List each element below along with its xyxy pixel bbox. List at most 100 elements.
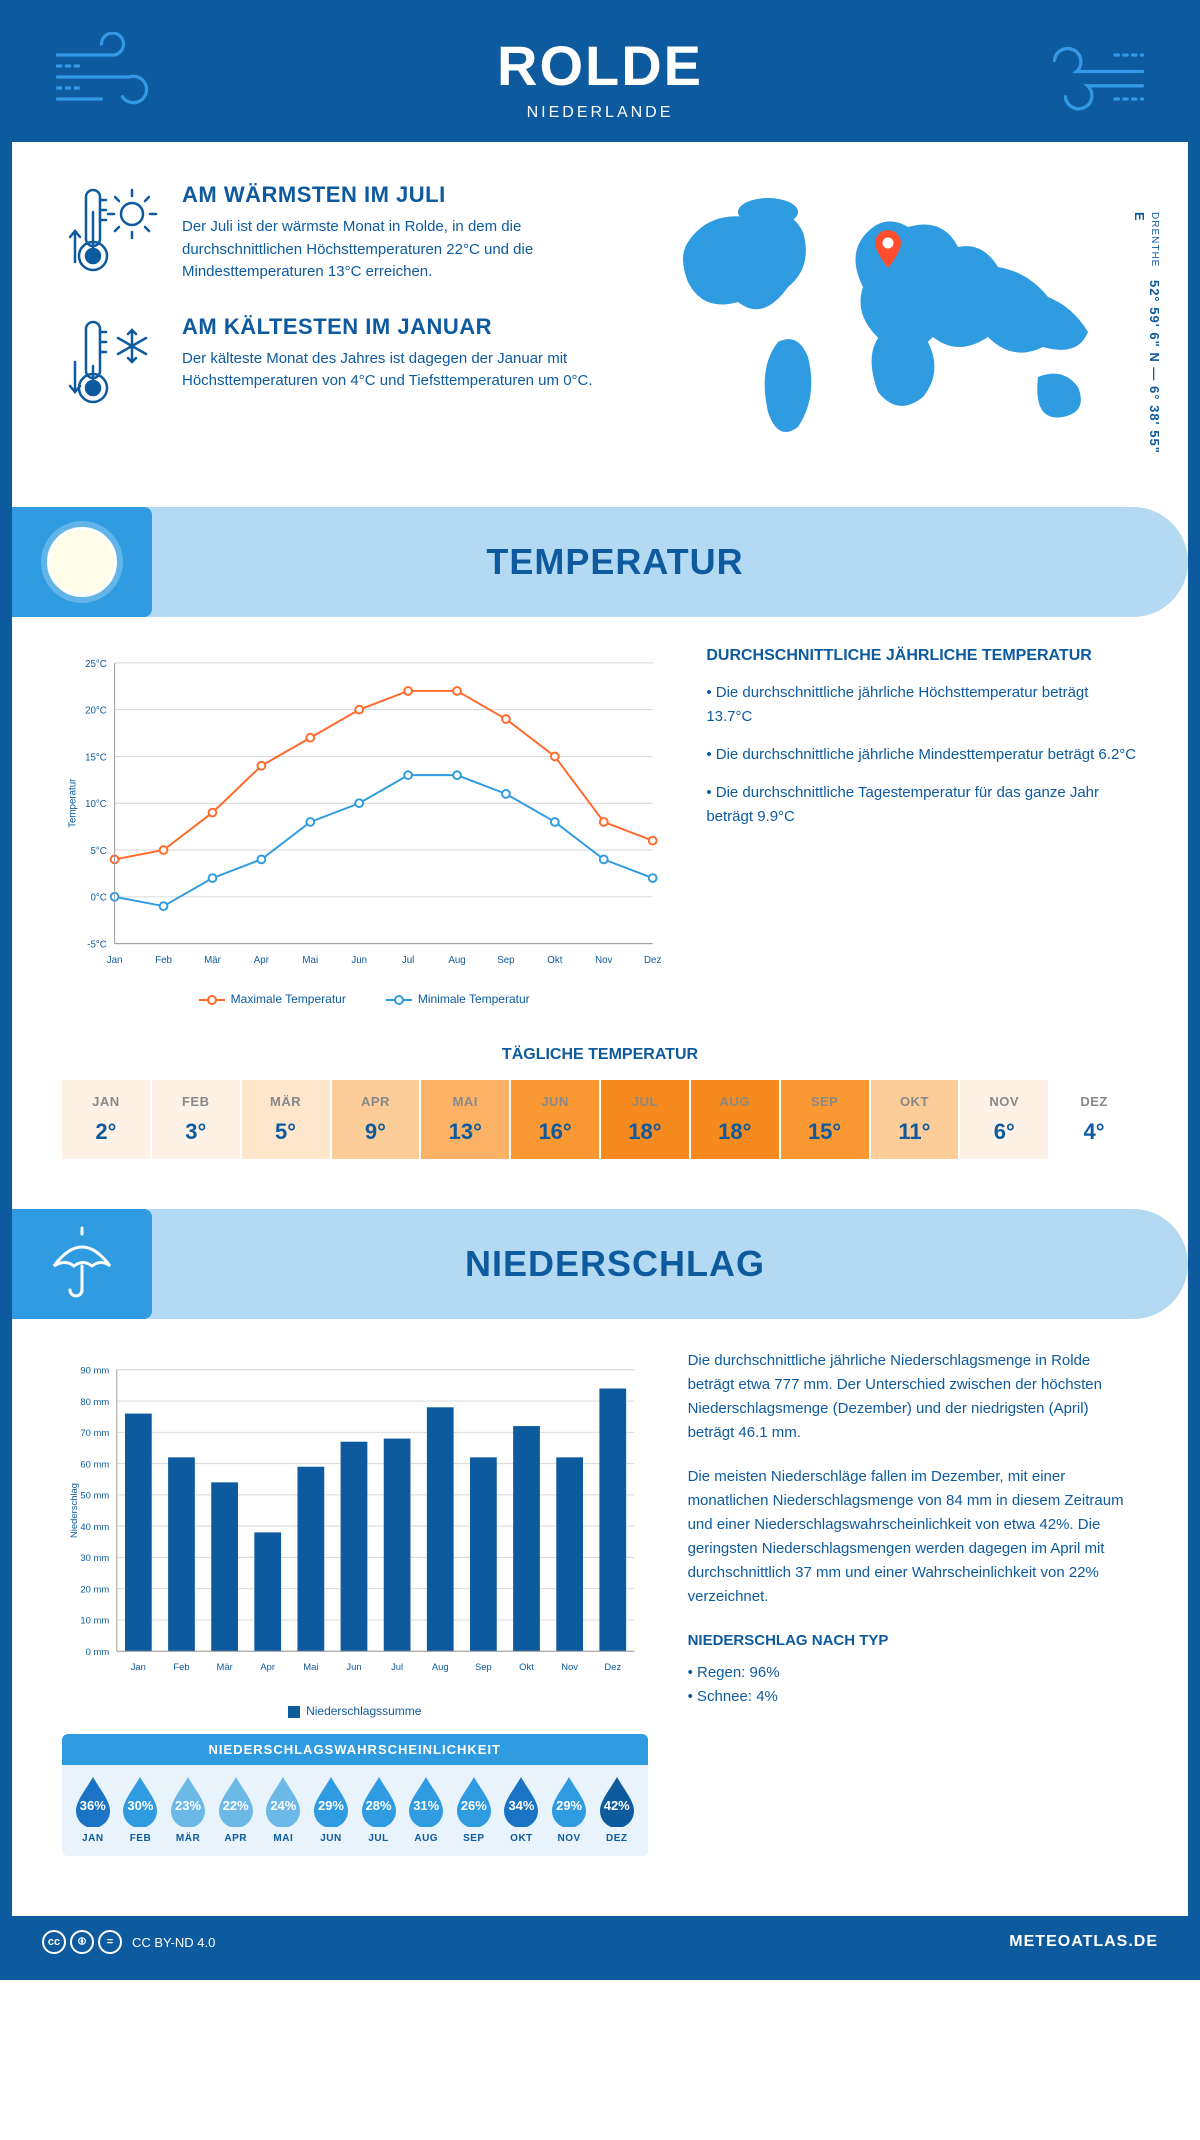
svg-text:Aug: Aug xyxy=(432,1662,449,1673)
svg-text:50 mm: 50 mm xyxy=(80,1491,109,1502)
section-title-precipitation: NIEDERSCHLAG xyxy=(42,1243,1188,1285)
fact-warm-title: AM WÄRMSTEN IM JULI xyxy=(182,182,618,208)
svg-text:Jun: Jun xyxy=(346,1662,361,1673)
daily-temp-cell: JUN 16° xyxy=(511,1080,599,1159)
svg-text:Mai: Mai xyxy=(302,955,318,966)
daily-month-label: JUN xyxy=(511,1094,599,1109)
probability-cell: 24% MAI xyxy=(261,1775,307,1844)
precip-chart-legend: Niederschlagssumme xyxy=(62,1704,648,1718)
site-credit: METEOATLAS.DE xyxy=(1009,1933,1158,1951)
precip-type-heading: NIEDERSCHLAG NACH TYP xyxy=(688,1629,1138,1653)
temperature-summary: DURCHSCHNITTLICHE JÄHRLICHE TEMPERATUR •… xyxy=(706,647,1138,1006)
daily-month-label: SEP xyxy=(781,1094,869,1109)
raindrop-icon: 29% xyxy=(548,1775,590,1827)
region-label: DRENTHE xyxy=(1149,212,1160,267)
temperature-line-chart: -5°C0°C5°C10°C15°C20°C25°CJanFebMärAprMa… xyxy=(62,647,666,1006)
fact-cold-text: Der kälteste Monat des Jahres ist dagege… xyxy=(182,348,618,393)
probability-month: MÄR xyxy=(165,1833,211,1844)
probability-value: 31% xyxy=(405,1783,447,1827)
daily-month-label: OKT xyxy=(871,1094,959,1109)
temp-bullet: • Die durchschnittliche jährliche Mindes… xyxy=(706,743,1138,767)
svg-text:80 mm: 80 mm xyxy=(80,1397,109,1408)
svg-text:Sep: Sep xyxy=(475,1662,492,1673)
probability-value: 22% xyxy=(215,1783,257,1827)
wind-icon-right xyxy=(1038,32,1148,122)
svg-text:Mai: Mai xyxy=(303,1662,318,1673)
daily-temp-value: 11° xyxy=(871,1119,959,1145)
temp-chart-legend: Maximale Temperatur Minimale Temperatur xyxy=(62,992,666,1006)
page-subtitle: NIEDERLANDE xyxy=(162,104,1038,122)
svg-text:Sep: Sep xyxy=(497,955,514,966)
probability-title: NIEDERSCHLAGSWAHRSCHEINLICHKEIT xyxy=(62,1734,648,1765)
svg-text:60 mm: 60 mm xyxy=(80,1459,109,1470)
precip-type-item: • Schnee: 4% xyxy=(688,1685,1138,1709)
page-title: ROLDE xyxy=(162,33,1038,98)
svg-text:Mär: Mär xyxy=(216,1662,232,1673)
probability-month: APR xyxy=(213,1833,259,1844)
legend-max: Maximale Temperatur xyxy=(231,992,346,1006)
svg-text:Feb: Feb xyxy=(155,955,172,966)
probability-value: 24% xyxy=(262,1783,304,1827)
raindrop-icon: 29% xyxy=(310,1775,352,1827)
svg-text:Apr: Apr xyxy=(254,955,270,966)
svg-text:Mär: Mär xyxy=(204,955,222,966)
raindrop-icon: 42% xyxy=(596,1775,638,1827)
daily-temp-cell: OKT 11° xyxy=(871,1080,959,1159)
world-map xyxy=(658,182,1138,462)
daily-temp-value: 9° xyxy=(332,1119,420,1145)
svg-text:Nov: Nov xyxy=(595,955,612,966)
header: ROLDE NIEDERLANDE xyxy=(12,12,1188,142)
daily-temp-cell: JAN2° xyxy=(62,1080,150,1159)
svg-text:Jan: Jan xyxy=(107,955,123,966)
infographic-frame: ROLDE NIEDERLANDE xyxy=(0,0,1200,1980)
sun-icon xyxy=(12,507,152,617)
coordinates: DRENTHE 52° 59' 6" N — 6° 38' 55" E xyxy=(1132,212,1162,467)
raindrop-icon: 28% xyxy=(358,1775,400,1827)
svg-text:15°C: 15°C xyxy=(85,752,107,763)
svg-text:20 mm: 20 mm xyxy=(80,1584,109,1595)
probability-month: MAI xyxy=(261,1833,307,1844)
by-icon: 🅯 xyxy=(70,1930,94,1954)
daily-month-label: MAI xyxy=(421,1094,509,1109)
probability-value: 36% xyxy=(72,1783,114,1827)
probability-cell: 31%AUG xyxy=(403,1775,449,1844)
coord-lat: 52° 59' 6" N xyxy=(1147,280,1162,363)
raindrop-icon: 36% xyxy=(72,1775,114,1827)
probability-cell: 42%DEZ xyxy=(594,1775,640,1844)
daily-temp-value: 3° xyxy=(152,1119,240,1145)
daily-month-label: FEB xyxy=(152,1094,240,1109)
daily-temp-cell: APR9° xyxy=(332,1080,420,1159)
daily-temp-cell: DEZ4° xyxy=(1050,1080,1138,1159)
daily-temp-grid: JAN2°FEB3°MÄR5°APR9°MAI13°JUN16°JUL18°AU… xyxy=(62,1080,1138,1159)
probability-month: JUN xyxy=(308,1833,354,1844)
probability-cell: 29% JUN xyxy=(308,1775,354,1844)
legend-precip: Niederschlagssumme xyxy=(306,1704,421,1718)
daily-temp-value: 18° xyxy=(691,1119,779,1145)
thermometer-snow-icon xyxy=(62,314,162,414)
precipitation-bar-chart: 0 mm10 mm20 mm30 mm40 mm50 mm60 mm70 mm8… xyxy=(62,1349,648,1689)
svg-text:Jul: Jul xyxy=(391,1662,403,1673)
daily-temp-value: 5° xyxy=(242,1119,330,1145)
svg-text:Aug: Aug xyxy=(448,955,465,966)
daily-temp-cell: JUL18° xyxy=(601,1080,689,1159)
daily-temp-value: 16° xyxy=(511,1119,599,1145)
daily-temp-cell: MAI13° xyxy=(421,1080,509,1159)
fact-cold-title: AM KÄLTESTEN IM JANUAR xyxy=(182,314,618,340)
svg-text:Jan: Jan xyxy=(131,1662,146,1673)
svg-text:Dez: Dez xyxy=(644,955,661,966)
world-map-block: DRENTHE 52° 59' 6" N — 6° 38' 55" E xyxy=(658,182,1138,467)
raindrop-icon: 30% xyxy=(119,1775,161,1827)
temp-bullet: • Die durchschnittliche Tagestemperatur … xyxy=(706,781,1138,829)
svg-text:Jun: Jun xyxy=(351,955,367,966)
probability-value: 30% xyxy=(119,1783,161,1827)
raindrop-icon: 22% xyxy=(215,1775,257,1827)
daily-temp-value: 4° xyxy=(1050,1119,1138,1145)
daily-temp-cell: SEP15° xyxy=(781,1080,869,1159)
probability-cell: 23%MÄR xyxy=(165,1775,211,1844)
temp-summary-heading: DURCHSCHNITTLICHE JÄHRLICHE TEMPERATUR xyxy=(706,647,1138,665)
probability-value: 28% xyxy=(358,1783,400,1827)
probability-cell: 29%NOV xyxy=(546,1775,592,1844)
probability-value: 34% xyxy=(500,1783,542,1827)
svg-text:Okt: Okt xyxy=(519,1662,534,1673)
svg-text:Dez: Dez xyxy=(604,1662,621,1673)
